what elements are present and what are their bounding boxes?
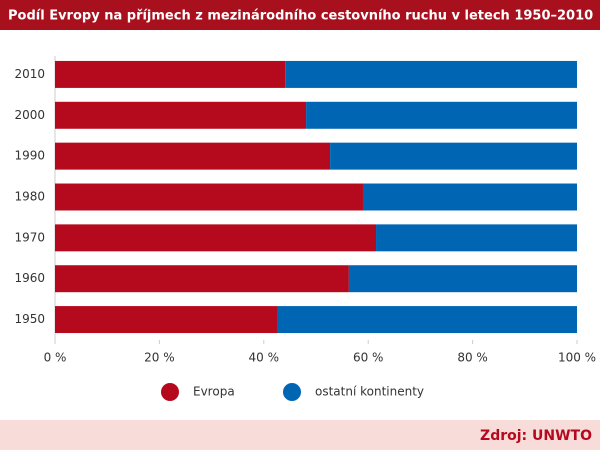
y-tick-label: 1990 [14,149,45,163]
footer-bar [0,420,600,450]
y-tick-label: 1950 [14,312,45,326]
bar-segment [55,101,307,129]
y-tick-label: 1960 [14,271,45,285]
bar-segment [55,265,349,293]
y-tick-label: 1980 [14,190,45,204]
x-tick-label: 80 % [457,351,488,365]
chart-title: Podíl Evropy na příjmech z mezinárodního… [8,9,593,24]
bar-segment [348,265,577,293]
bar-segment [306,101,577,129]
source: Zdroj: UNWTO [480,428,592,444]
bar-segment [330,142,577,170]
legend-label: ostatní kontinenty [315,385,424,399]
bar-segment [362,183,577,211]
legend-marker [161,383,179,401]
x-tick-label: 60 % [353,351,384,365]
x-tick-label: 20 % [144,351,175,365]
legend-marker [283,383,301,401]
bar-segment [376,224,577,252]
bar-segment [285,60,577,88]
bar-segment [55,60,286,88]
y-tick-label: 2010 [14,67,45,81]
bar-segment [55,306,278,334]
bar-segment [55,183,363,211]
bar-segment [277,306,577,334]
x-tick-label: 40 % [249,351,280,365]
bar-segment [55,142,331,170]
x-tick-label: 100 % [558,351,596,365]
title-bar [0,0,600,30]
y-tick-label: 1970 [14,230,45,244]
legend-label: Evropa [193,385,235,399]
x-tick-label: 0 % [44,351,67,365]
y-tick-label: 2000 [14,108,45,122]
bar-segment [55,224,377,252]
